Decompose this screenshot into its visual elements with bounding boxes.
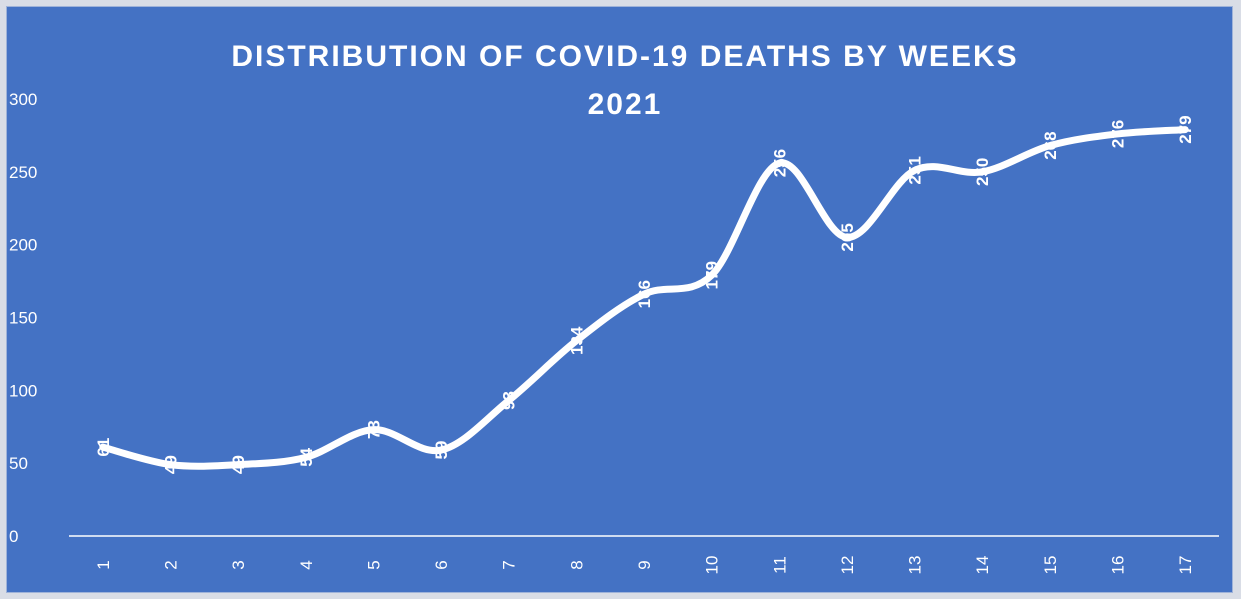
data-label: 268 xyxy=(1041,131,1060,159)
data-label: 54 xyxy=(297,447,316,466)
data-label: 256 xyxy=(770,149,789,177)
x-tick-label: 1 xyxy=(94,560,113,569)
y-tick-label: 100 xyxy=(9,381,37,400)
x-tick-label: 9 xyxy=(635,560,654,569)
y-tick-label: 150 xyxy=(9,309,37,328)
x-tick-label: 2 xyxy=(161,560,180,569)
data-label: 73 xyxy=(364,420,383,439)
x-tick-label: 14 xyxy=(973,556,992,575)
data-label: 205 xyxy=(838,223,857,251)
line-chart: DISTRIBUTION OF COVID-19 DEATHS BY WEEKS… xyxy=(9,40,1219,575)
y-tick-label: 0 xyxy=(9,527,18,546)
x-tick-label: 13 xyxy=(906,556,925,575)
drop-lines xyxy=(101,129,1187,536)
x-tick-label: 4 xyxy=(297,560,316,569)
y-axis: 0 50 100 150 200 250 300 xyxy=(9,90,37,546)
data-label: 166 xyxy=(635,280,654,308)
data-label: 93 xyxy=(500,391,519,410)
chart-title-line1: DISTRIBUTION OF COVID-19 DEATHS BY WEEKS xyxy=(231,40,1018,73)
data-label: 279 xyxy=(1176,115,1195,143)
data-label: 59 xyxy=(432,441,451,460)
series-line xyxy=(99,126,1189,470)
x-tick-label: 7 xyxy=(500,560,519,569)
chart-frame: DISTRIBUTION OF COVID-19 DEATHS BY WEEKS… xyxy=(6,6,1233,593)
data-label: 250 xyxy=(973,158,992,186)
chart-title-line2: 2021 xyxy=(588,88,663,121)
x-tick-label: 12 xyxy=(838,556,857,575)
data-label: 251 xyxy=(906,156,925,184)
x-tick-label: 10 xyxy=(703,556,722,575)
data-label: 61 xyxy=(94,438,113,457)
data-label: 134 xyxy=(567,326,586,355)
x-tick-label: 15 xyxy=(1041,556,1060,575)
data-label: 49 xyxy=(229,455,248,474)
x-tick-label: 16 xyxy=(1109,556,1128,575)
x-tick-label: 5 xyxy=(364,560,383,569)
data-label: 49 xyxy=(161,455,180,474)
y-tick-label: 200 xyxy=(9,236,37,255)
x-tick-label: 17 xyxy=(1176,556,1195,575)
y-tick-label: 250 xyxy=(9,163,37,182)
y-tick-label: 50 xyxy=(9,454,28,473)
y-tick-label: 300 xyxy=(9,90,37,109)
data-label: 276 xyxy=(1109,120,1128,148)
data-labels: 61 49 49 54 73 59 93 134 166 179 256 205 251 250 268 27… xyxy=(94,115,1195,474)
x-tick-label: 3 xyxy=(229,560,248,569)
x-axis: 1 2 3 4 5 6 7 8 9 10 11 12 13 14 15 16 17 xyxy=(94,556,1195,575)
x-tick-label: 6 xyxy=(432,560,451,569)
x-tick-label: 8 xyxy=(567,560,586,569)
data-label: 179 xyxy=(703,261,722,289)
x-tick-label: 11 xyxy=(770,556,789,574)
